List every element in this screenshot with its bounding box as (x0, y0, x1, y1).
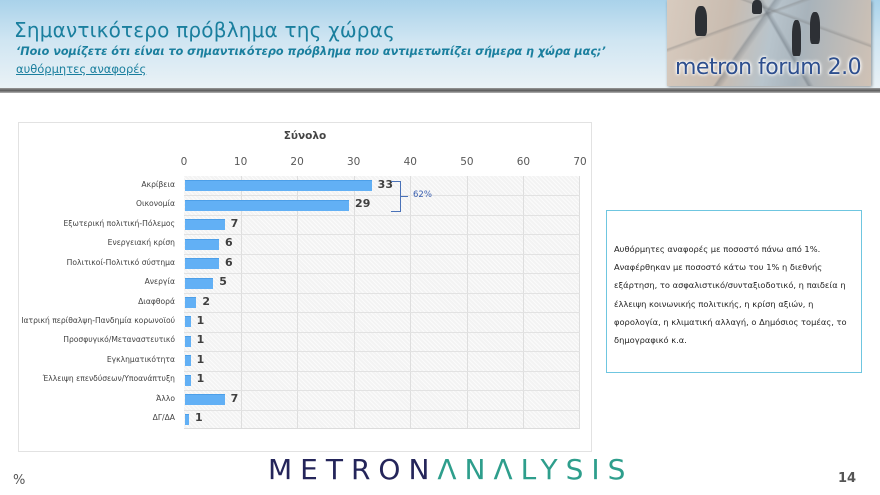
bar (185, 335, 191, 347)
x-axis-tick: 70 (573, 156, 587, 168)
category-label: Ιατρική περίθαλψη-Πανδημία κορωνοϊού (21, 315, 175, 325)
page-number: 14 (838, 471, 857, 486)
bar-value-label: 5 (219, 275, 227, 289)
bar (185, 219, 225, 231)
gridline (184, 292, 580, 294)
gridline (184, 331, 580, 333)
brand-metron: METRON (268, 453, 438, 486)
gridline (466, 176, 468, 428)
bar-value-label: 1 (196, 333, 205, 347)
category-label: ΔΓ/ΔΑ (152, 413, 175, 423)
x-axis-tick: 60 (516, 156, 531, 168)
gridline (184, 195, 580, 197)
gridline (297, 176, 299, 428)
group-bracket-tick (401, 196, 408, 197)
x-axis-tick: 0 (180, 156, 188, 168)
bar-value-label: 29 (355, 197, 371, 211)
category-label: Έλλειψη επενδύσεων/Υποανάπτυξη (42, 374, 175, 384)
category-label: Προσφυγικό/Μεταναστευτικό (63, 335, 175, 345)
gridline (184, 370, 580, 372)
person-silhouette-icon (752, 0, 762, 14)
gridline (184, 253, 580, 255)
bar (185, 258, 219, 270)
x-axis-tick: 20 (290, 156, 304, 168)
bar-value-label: 6 (224, 236, 233, 250)
x-axis-tick: 40 (403, 156, 417, 168)
bar-value-label: 1 (196, 313, 205, 327)
person-silhouette-icon (810, 12, 820, 44)
gridline (240, 176, 242, 428)
bar (185, 394, 225, 406)
gridline (523, 176, 525, 428)
gridline (184, 273, 580, 275)
bar (185, 238, 219, 250)
category-label: Διαφθορά (138, 296, 175, 306)
x-axis-tick: 30 (347, 156, 361, 168)
metron-forum-logo: metron forum 2.0 (667, 0, 871, 86)
bar-value-label: 7 (230, 216, 239, 230)
bar-value-label: 2 (202, 294, 210, 308)
bar (185, 297, 197, 308)
bar (185, 180, 372, 192)
x-axis-tick: 10 (233, 156, 248, 168)
gridline (184, 312, 580, 314)
brand-analysis: ΛNΛLYSIS (437, 453, 634, 486)
bar (185, 374, 191, 386)
category-label: Πολιτικοί-Πολιτικό σύστημα (66, 257, 175, 267)
bar (185, 199, 350, 211)
bar (185, 355, 191, 367)
group-bracket (391, 181, 401, 212)
category-label: Ενεργειακή κρίση (107, 238, 175, 248)
gridline (353, 176, 355, 428)
response-type-note: αυθόρμητες αναφορές (16, 62, 147, 76)
metron-analysis-logo: METRONΛNΛLYSIS (268, 453, 633, 486)
bar (185, 316, 191, 328)
page-title: Σημαντικότερο πρόβλημα της χώρας (14, 18, 396, 42)
x-axis-tick: 50 (460, 156, 474, 168)
gridline (579, 176, 580, 428)
bar (185, 413, 189, 425)
category-label: Οικονομία (136, 199, 175, 209)
bar-chart: Σύνολο 0 10 20 30 40 50 60 70 Ακρίβεια 33… (18, 122, 592, 452)
gridline (184, 390, 580, 392)
person-silhouette-icon (695, 6, 707, 36)
bar-value-label: 6 (224, 255, 233, 269)
logo-text: metron forum 2.0 (675, 55, 862, 80)
category-label: Εγκληματικότητα (106, 354, 175, 364)
group-total-label: 62% (413, 190, 432, 200)
notes-box: Αυθόρμητες αναφορές με ποσοστό πάνω από … (606, 210, 862, 373)
category-label: Άλλο (156, 393, 175, 403)
gridline (184, 214, 580, 216)
gridline (410, 176, 412, 428)
header-divider (0, 88, 880, 93)
category-label: Εξωτερική πολιτική-Πόλεμος (63, 218, 176, 228)
plot-area (184, 176, 580, 429)
bar-value-label: 33 (377, 177, 393, 191)
bar-value-label: 1 (196, 352, 205, 366)
chart-title: Σύνολο (283, 130, 327, 142)
bar (185, 277, 214, 289)
gridline (184, 351, 580, 353)
category-label: Ανεργία (144, 277, 175, 287)
survey-question: ‘Ποιο νομίζετε ότι είναι το σημαντικότερ… (16, 45, 606, 58)
unit-label: % (13, 473, 26, 488)
gridline (184, 234, 580, 236)
gridline (184, 409, 580, 411)
bar-value-label: 7 (230, 391, 239, 405)
bar-value-label: 1 (196, 372, 205, 386)
category-label: Ακρίβεια (141, 179, 175, 189)
notes-text: Αυθόρμητες αναφορές με ποσοστό πάνω από … (614, 244, 847, 346)
slide-header: Σημαντικότερο πρόβλημα της χώρας ‘Ποιο ν… (0, 0, 880, 88)
person-silhouette-icon (792, 20, 801, 56)
bar-value-label: 1 (195, 411, 203, 425)
